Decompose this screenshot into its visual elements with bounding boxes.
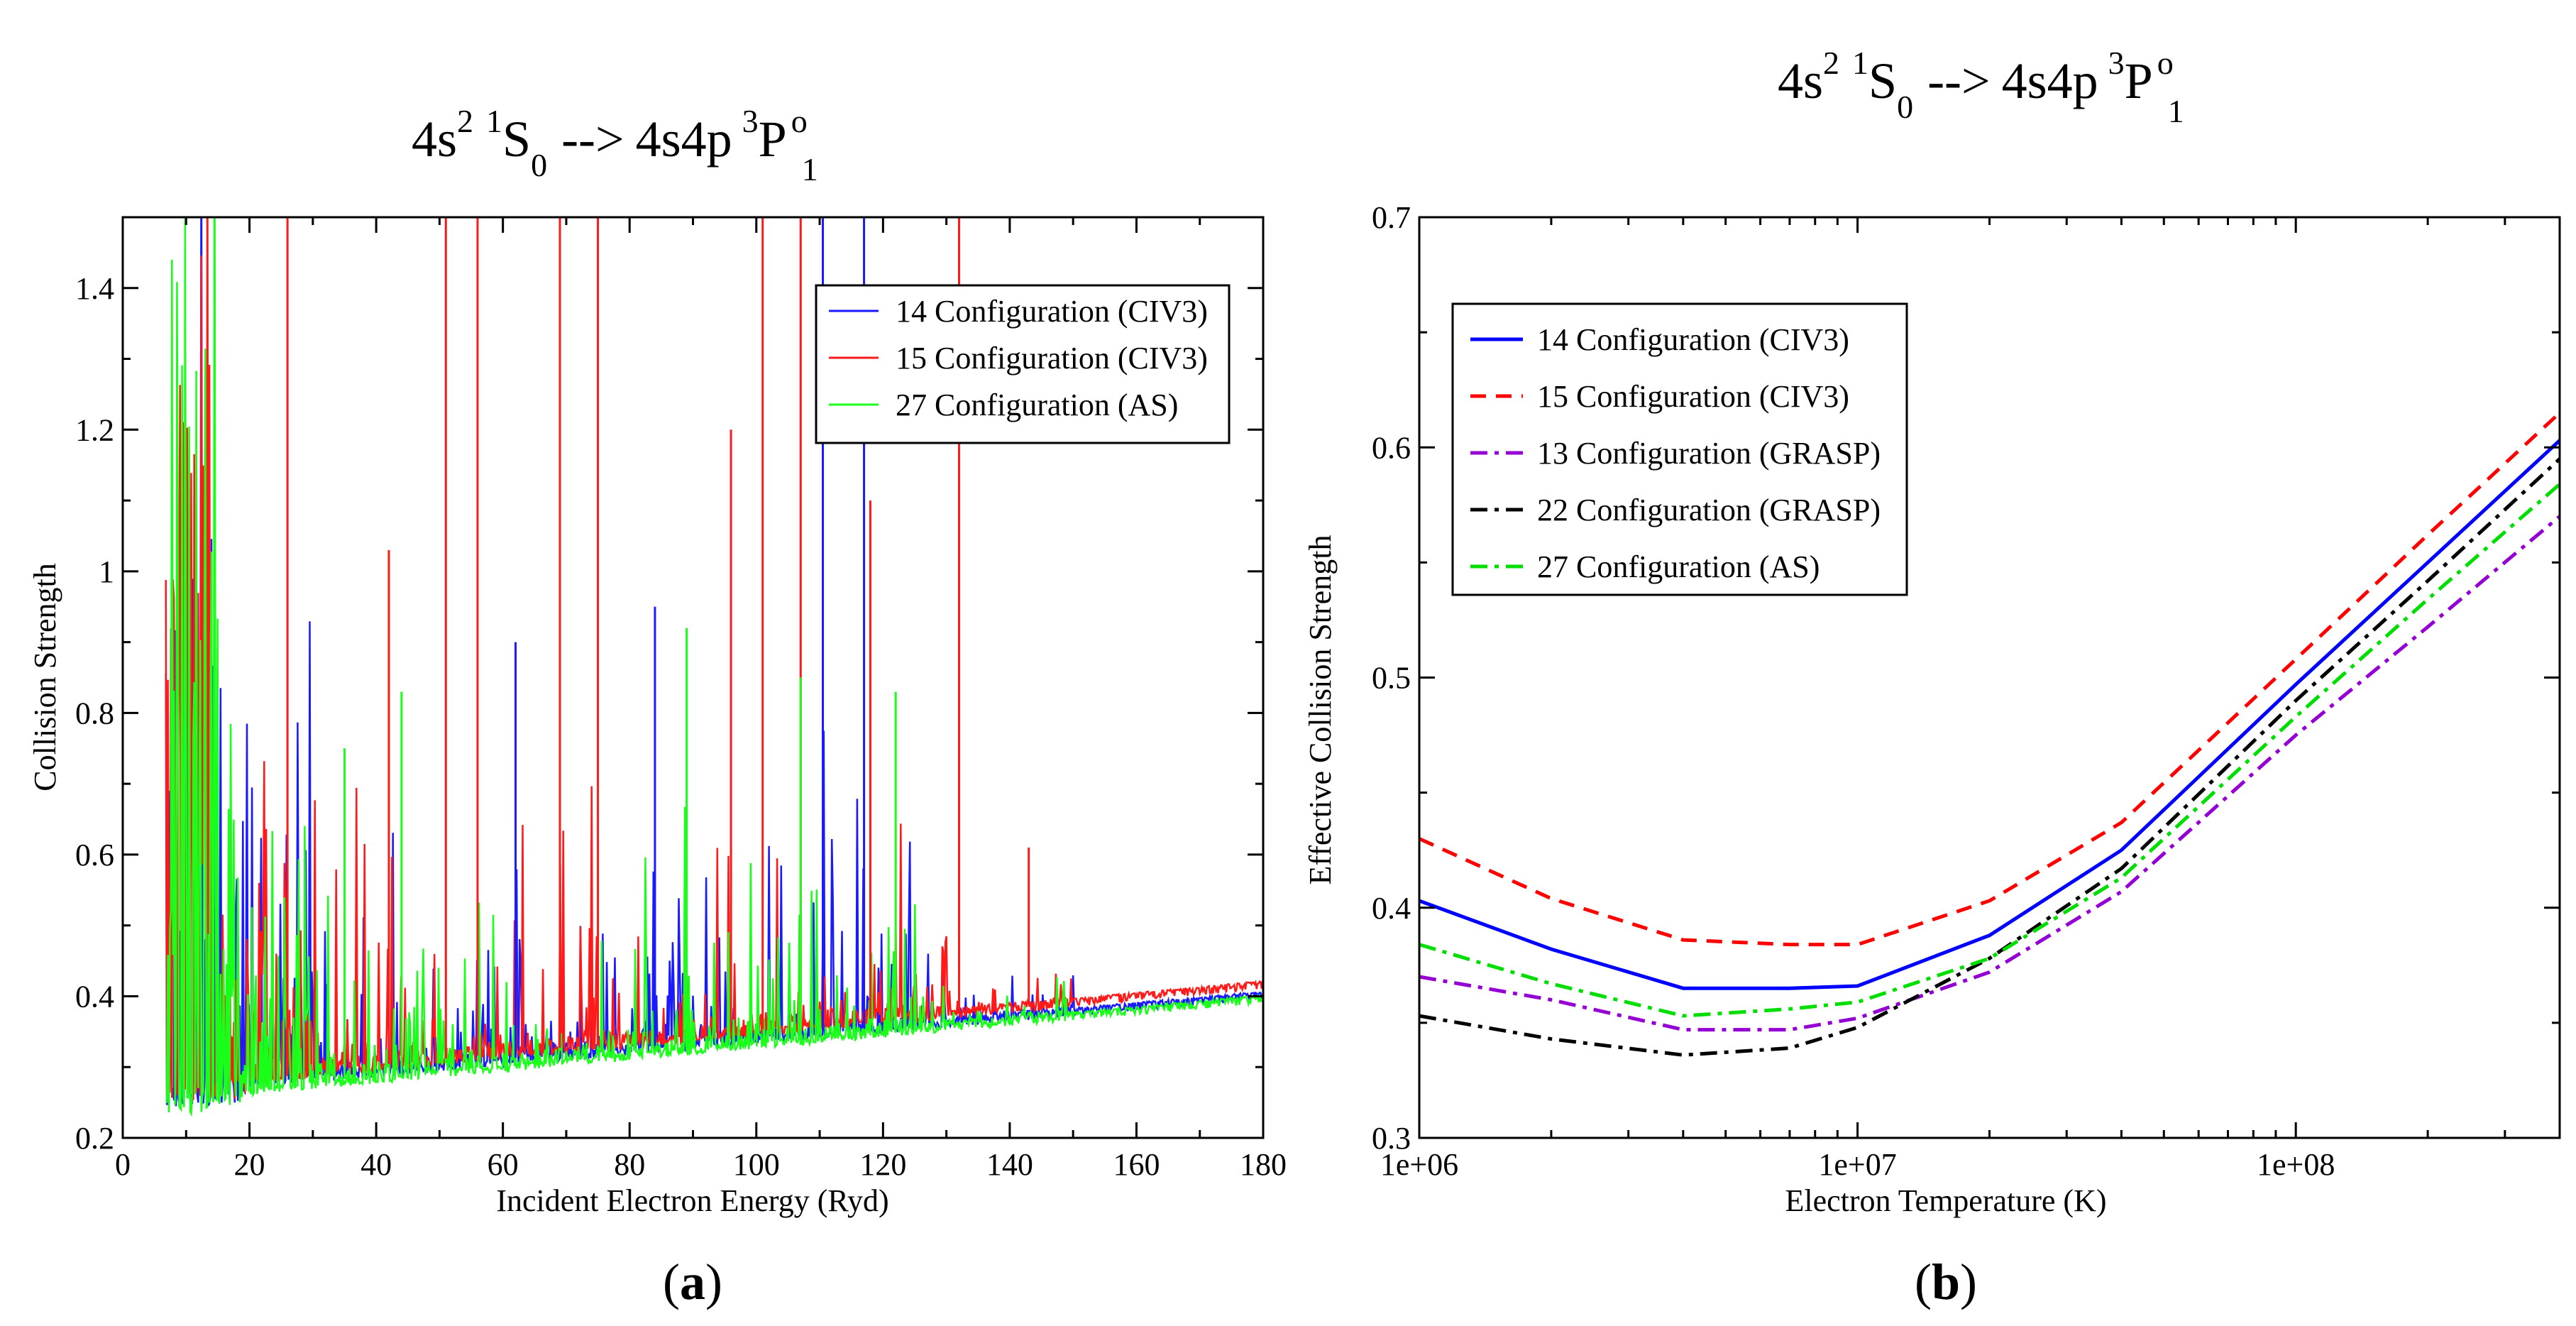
chart-panel-a: 4s2 1S0 --> 4s4p 3P o 1 0 20 40 60 80 100 120 140 160 1… (28, 103, 1287, 1310)
x-tick-label: 80 (614, 1147, 645, 1182)
legend-entry: 22 Configuration (GRASP) (1537, 493, 1881, 527)
y-tick-label: 0.6 (75, 838, 114, 872)
panel-a-ylabel: Collision Strength (28, 563, 62, 791)
y-tick-label: 0.4 (75, 979, 114, 1014)
legend-entry: 15 Configuration (CIV3) (1537, 379, 1849, 414)
panel-b-title: 4s2 1S0 --> 4s4p 3P o 1 (1778, 45, 2184, 129)
series-line-2 (1419, 411, 2560, 947)
legend-entry: 27 Configuration (AS) (896, 388, 1178, 422)
panel-a-ticks: 0 20 40 60 80 100 120 140 160 180 0.2 0.4 0.6 0.8 1 1.2… (75, 216, 1287, 1182)
panel-b-xlabel: Electron Temperature (K) (1785, 1183, 2107, 1218)
legend-entry: 14 Configuration (CIV3) (1537, 322, 1849, 357)
legend-entry: 15 Configuration (CIV3) (896, 341, 1208, 376)
x-tick-label: 40 (360, 1147, 392, 1182)
y-tick-label: 0.4 (1372, 891, 1411, 926)
y-tick-label: 1.4 (75, 271, 114, 306)
x-tick-label: 1e+08 (2257, 1147, 2335, 1182)
chart-panel-b: 4s2 1S0 --> 4s4p 3P o 1 1e+06 1e+07 1e+08 0.3 0.4 0… (1303, 45, 2561, 1310)
y-tick-label: 0.6 (1372, 430, 1411, 465)
panel-b-legend: 14 Configuration (CIV3) 15 Configuration … (1451, 302, 1908, 596)
series-line-2 (165, 217, 1263, 1101)
panel-b-ylabel: Effective Collision Strength (1303, 535, 1338, 885)
panel-a-xlabel: Incident Electron Energy (Ryd) (496, 1183, 888, 1218)
series-line-5 (1419, 483, 2560, 1018)
legend-entry: 13 Configuration (GRASP) (1537, 436, 1881, 471)
panel-b-ticks: 1e+06 1e+07 1e+08 0.3 0.4 0.5 0.6 0.7 (1372, 200, 2561, 1182)
x-tick-label: 1e+07 (1818, 1147, 1896, 1182)
series-line-3 (165, 217, 1263, 1117)
panel-b-plot-area (1419, 411, 2560, 1057)
y-tick-label: 0.3 (1372, 1121, 1411, 1156)
y-tick-label: 0.5 (1372, 661, 1411, 696)
x-tick-label: 1e+06 (1380, 1147, 1458, 1182)
panel-a-label: (a) (663, 1254, 722, 1310)
x-tick-label: 0 (115, 1147, 131, 1182)
panel-a-legend: 14 Configuration (CIV3) 15 Configuration … (815, 284, 1231, 444)
panel-b-label: (b) (1915, 1254, 1977, 1310)
legend-entry: 27 Configuration (AS) (1537, 549, 1820, 584)
x-tick-label: 120 (859, 1147, 906, 1182)
y-tick-label: 0.7 (1372, 200, 1411, 235)
x-tick-label: 20 (234, 1147, 265, 1182)
x-tick-label: 60 (488, 1147, 519, 1182)
x-tick-label: 140 (986, 1147, 1033, 1182)
x-tick-label: 100 (733, 1147, 780, 1182)
x-tick-label: 160 (1113, 1147, 1160, 1182)
y-tick-label: 0.2 (75, 1121, 114, 1156)
x-tick-label: 180 (1240, 1147, 1287, 1182)
y-tick-label: 0.8 (75, 696, 114, 730)
series-line-1 (1419, 439, 2560, 990)
series-line-3 (1419, 515, 2560, 1032)
panel-a-title: 4s2 1S0 --> 4s4p 3P o 1 (412, 103, 818, 187)
y-tick-label: 1.2 (75, 412, 114, 447)
legend-entry: 14 Configuration (CIV3) (896, 294, 1208, 329)
y-tick-label: 1 (99, 554, 114, 589)
panel-a-plot-area (165, 217, 1263, 1117)
